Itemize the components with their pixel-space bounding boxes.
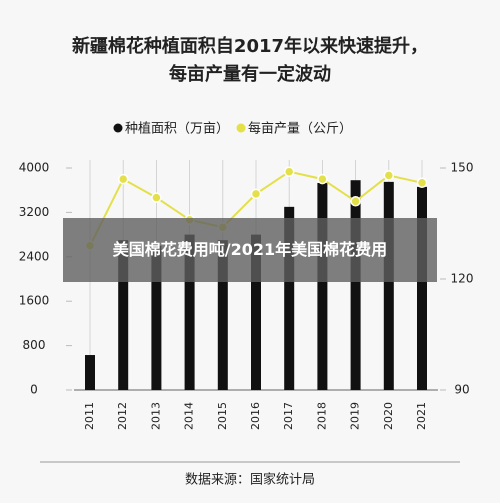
line-point <box>317 173 328 185</box>
x-tick-label: 2020 <box>382 402 395 430</box>
line-point <box>383 170 395 181</box>
x-tick-label: 2017 <box>282 402 295 430</box>
x-tick-label: 2015 <box>216 402 229 430</box>
y2-tick-label: 150 <box>451 161 474 175</box>
x-tick-label: 2011 <box>83 402 96 430</box>
y-tick-label: 4000 <box>19 161 50 175</box>
x-tick-label: 2014 <box>183 402 196 430</box>
bar <box>151 245 162 390</box>
y2-tick-label: 90 <box>454 383 469 397</box>
y-tick-label: 2400 <box>19 249 50 263</box>
overlay-banner: 美国棉花费用吨/2021年美国棉花费用 <box>63 218 437 282</box>
legend-marker <box>236 123 246 133</box>
x-tick-label: 2016 <box>249 402 262 430</box>
bar <box>284 206 295 390</box>
bar <box>350 180 361 390</box>
y-tick-label: 0 <box>30 383 38 397</box>
line-point <box>151 192 162 203</box>
y-tick-label: 1600 <box>19 294 50 308</box>
line-point <box>416 177 428 189</box>
bar <box>383 181 394 390</box>
x-tick-label: 2018 <box>315 402 328 430</box>
y2-tick-label: 120 <box>451 272 474 286</box>
legend-label: 种植面积（万亩） <box>125 121 229 137</box>
overlay-text: 美国棉花费用吨/2021年美国棉花费用 <box>112 240 388 259</box>
x-tick-label: 2019 <box>349 402 362 430</box>
bar <box>317 182 328 390</box>
chart-subtitle: 每亩产量有一定波动 <box>169 63 331 85</box>
bar <box>118 240 129 390</box>
legend-marker <box>113 123 123 133</box>
x-tick-label: 2012 <box>116 402 129 430</box>
y-tick-label: 3200 <box>19 205 50 219</box>
line-point <box>350 196 361 207</box>
chart-title: 新疆棉花种植面积自2017年以来快速提升， <box>72 35 428 57</box>
x-tick-label: 2013 <box>149 402 162 430</box>
bar <box>417 186 427 390</box>
x-tick-label: 2021 <box>415 402 428 430</box>
bar <box>184 234 195 390</box>
legend-label: 每亩产量（公斤） <box>248 121 352 137</box>
line-point <box>117 173 129 185</box>
bar <box>85 355 95 390</box>
source: 数据来源：国家统计局 <box>185 472 315 488</box>
line-point <box>283 166 295 177</box>
line-point <box>250 188 262 200</box>
bar <box>251 234 261 390</box>
y-tick-label: 800 <box>23 338 46 352</box>
bar <box>217 240 228 390</box>
